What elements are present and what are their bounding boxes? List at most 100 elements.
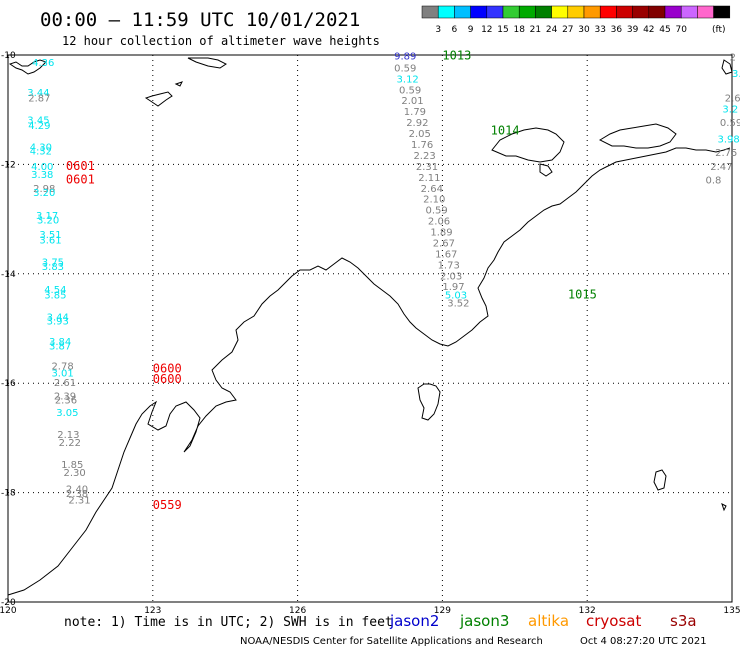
wave-height-value: 3.38 <box>31 170 53 181</box>
color-swatch <box>518 5 536 19</box>
y-tick-label: -18 <box>1 489 16 499</box>
color-scale-unit: (ft) <box>712 25 726 35</box>
coastline <box>7 57 733 596</box>
wave-height-value: 3.87 <box>49 341 71 352</box>
pass-time-label: 0600 <box>153 372 182 386</box>
wave-height-value: 3.52 <box>447 299 469 310</box>
coast-gulf-islands <box>417 383 441 421</box>
coast-island-small2 <box>174 81 183 87</box>
color-scale-legend: 3 6 9 12 15 18 21 24 27 30 33 36 39 42 45 70 <box>421 5 731 35</box>
legend-s3a: s3a <box>670 612 697 630</box>
wave-height-value: 0.59 <box>394 63 416 74</box>
wave-height-value: 2.01 <box>401 96 423 107</box>
wave-height-value: 3.93 <box>47 317 69 328</box>
color-swatch <box>599 5 617 19</box>
color-scale-label: 9 <box>468 25 474 35</box>
color-scale-label: 3 <box>435 25 441 35</box>
color-scale-label: 30 <box>578 25 590 35</box>
wave-height-value: 5.03 <box>445 290 467 301</box>
wave-height-value: 1.79 <box>404 107 426 118</box>
y-tick-label: -20 <box>1 598 16 608</box>
color-scale-label: 39 <box>627 25 639 35</box>
footer-timestamp: Oct 4 08:27:20 UTC 2021 <box>580 636 707 647</box>
satellite-legend: jason2 jason3 altika cryosat s3a <box>389 612 697 630</box>
wave-height-value: 3.12 <box>397 74 419 85</box>
wave-height-value: 2.40 <box>66 485 88 496</box>
x-tick-label: 132 <box>579 606 596 616</box>
wave-height-labels: 4.363.442.873.454.294.304.324.003.382.98… <box>27 51 740 506</box>
wave-height-value: 1.76 <box>411 140 433 151</box>
color-swatch <box>421 5 439 19</box>
wave-height-value: 2.67 <box>433 238 455 249</box>
graticule: 120 123 126 129 132 135 -10 -12 -14 -16 -18 -20 <box>0 51 740 616</box>
y-tick-label: -10 <box>1 51 16 61</box>
pass-time-label: 0559 <box>153 498 182 512</box>
wave-height-value: 2.87 <box>28 93 50 104</box>
wave-height-value: 0.59 <box>426 206 448 217</box>
coast-island-north <box>187 57 227 69</box>
wave-height-value: 4.36 <box>32 58 54 69</box>
color-scale-label: 33 <box>594 25 605 35</box>
x-tick-label: 123 <box>144 606 161 616</box>
wave-height-value: 0.8 <box>705 176 721 187</box>
wave-height-value: 2 <box>730 52 736 63</box>
wave-height-value: 3.2 <box>722 104 738 115</box>
wave-height-value: 3.44 <box>47 312 69 323</box>
wave-height-value: 2.31 <box>68 496 90 507</box>
color-scale-label: 27 <box>562 25 573 35</box>
color-scale-label: 70 <box>675 25 687 35</box>
color-swatch <box>486 5 504 19</box>
wave-height-value: 3.20 <box>33 188 55 199</box>
wave-height-value: 4.54 <box>44 285 66 296</box>
wave-height-value: 2.6 <box>725 93 740 104</box>
map-frame <box>7 54 733 603</box>
legend-altika: altika <box>528 612 569 630</box>
wave-height-value: 2.10 <box>423 195 445 206</box>
pass-time-label: 1014 <box>491 123 520 137</box>
wave-height-value: 3.75 <box>42 258 64 269</box>
wave-height-value: 3. <box>732 69 740 80</box>
wave-height-value: 1.97 <box>442 282 464 293</box>
legend-cryosat: cryosat <box>586 612 641 630</box>
wave-height-value: 2.64 <box>421 184 443 195</box>
coast-island-small <box>144 91 173 107</box>
color-scale-label: 12 <box>481 25 492 35</box>
color-swatch <box>697 5 714 19</box>
color-scale-label: 42 <box>643 25 654 35</box>
wave-height-value: 2.75 <box>715 148 737 159</box>
y-tick-label: -16 <box>1 379 16 389</box>
wave-height-value: 2.31 <box>416 162 438 173</box>
wave-height-value: 0.59 <box>720 118 740 129</box>
page-title: 00:00 – 11:59 UTC 10/01/2021 <box>40 9 360 31</box>
footer-note: note: 1) Time is in UTC; 2) SWH is in fe… <box>64 615 393 630</box>
coast-tiwi-islands <box>491 127 565 163</box>
color-scale-label: 15 <box>497 25 508 35</box>
wave-height-value: 1.89 <box>430 228 452 239</box>
x-tick-label: 135 <box>723 606 740 616</box>
color-swatch <box>713 5 731 19</box>
wave-height-value: 3.98 <box>718 135 740 146</box>
wave-height-value: 4.00 <box>31 162 53 173</box>
wave-height-value: 3.05 <box>56 408 78 419</box>
wave-height-value: 2.36 <box>55 395 77 406</box>
pass-time-label: 1013 <box>442 48 471 62</box>
wave-height-value: 3.45 <box>27 115 49 126</box>
pass-time-label: 0600 <box>153 361 182 375</box>
wave-height-value: 3.20 <box>37 215 59 226</box>
color-scale-label: 6 <box>452 25 458 35</box>
legend-jason3: jason3 <box>459 612 509 630</box>
wave-height-value: 1.67 <box>435 249 457 260</box>
page-subtitle: 12 hour collection of altimeter wave hei… <box>62 34 380 48</box>
x-tick-label: 129 <box>434 606 451 616</box>
wave-height-value: 3.83 <box>42 262 64 273</box>
color-swatch <box>551 5 569 19</box>
color-swatch <box>437 5 455 19</box>
wave-height-value: 4.32 <box>30 147 52 158</box>
coast-arnhem <box>598 123 677 149</box>
coast-northwest-australia <box>7 147 731 596</box>
coast-rowley-shoals <box>721 503 727 512</box>
color-swatch <box>470 5 488 19</box>
footer-credit: NOAA/NESDIS Center for Satellite Applica… <box>240 636 543 647</box>
